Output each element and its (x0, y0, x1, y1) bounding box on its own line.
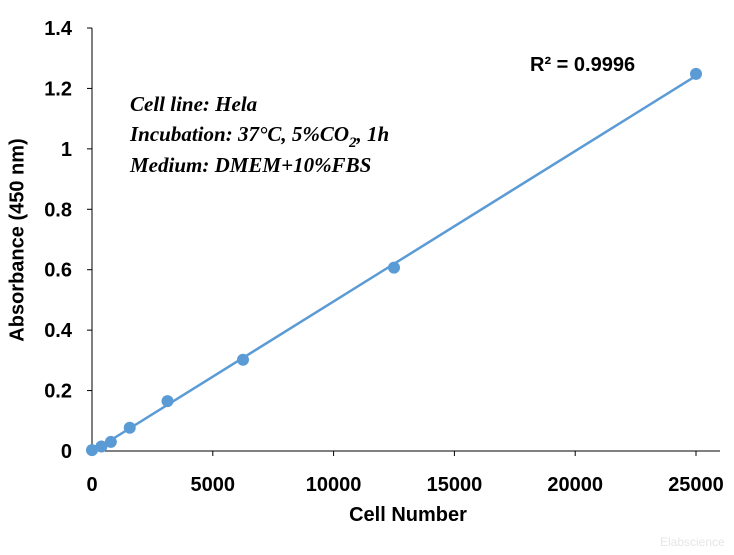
watermark: Elabscience (660, 535, 725, 549)
x-tick-label: 25000 (668, 474, 724, 496)
x-tick-label: 5000 (191, 474, 236, 496)
y-tick-label: 0.4 (44, 320, 73, 342)
data-point (237, 353, 249, 366)
x-axis-title: Cell Number (349, 504, 467, 526)
x-tick-label: 20000 (547, 474, 603, 496)
x-tick-label: 0 (86, 474, 97, 496)
annotation-part: , 1h (356, 122, 390, 146)
annotation-line: Cell line: Hela (130, 92, 257, 116)
y-tick-label: 0.8 (44, 199, 72, 221)
data-point (161, 395, 174, 408)
r-squared: R² = 0.9996 (530, 54, 635, 76)
annotation-subscript: 2 (348, 135, 357, 151)
x-tick-label: 15000 (427, 474, 483, 496)
y-tick-label: 0 (61, 441, 72, 463)
annotation-line: Medium: DMEM+10%FBS (129, 153, 371, 177)
y-tick-label: 0.6 (44, 260, 72, 282)
y-tick-label: 1.4 (44, 18, 73, 40)
data-point (104, 435, 117, 448)
y-tick-label: 1 (61, 139, 72, 161)
x-tick-label: 10000 (306, 474, 362, 496)
data-point (86, 444, 98, 457)
annotation-line: Incubation: 37°C, 5%CO2, 1h (129, 122, 389, 151)
data-point (95, 440, 108, 453)
y-axis-title: Absorbance (450 nm) (6, 138, 28, 341)
data-point (123, 421, 136, 434)
data-point (690, 67, 702, 80)
annotation-part: Incubation: 37°C, 5%CO (129, 122, 349, 146)
data-point (388, 261, 400, 274)
y-tick-label: 0.2 (44, 381, 72, 403)
y-tick-label: 1.2 (44, 78, 72, 100)
